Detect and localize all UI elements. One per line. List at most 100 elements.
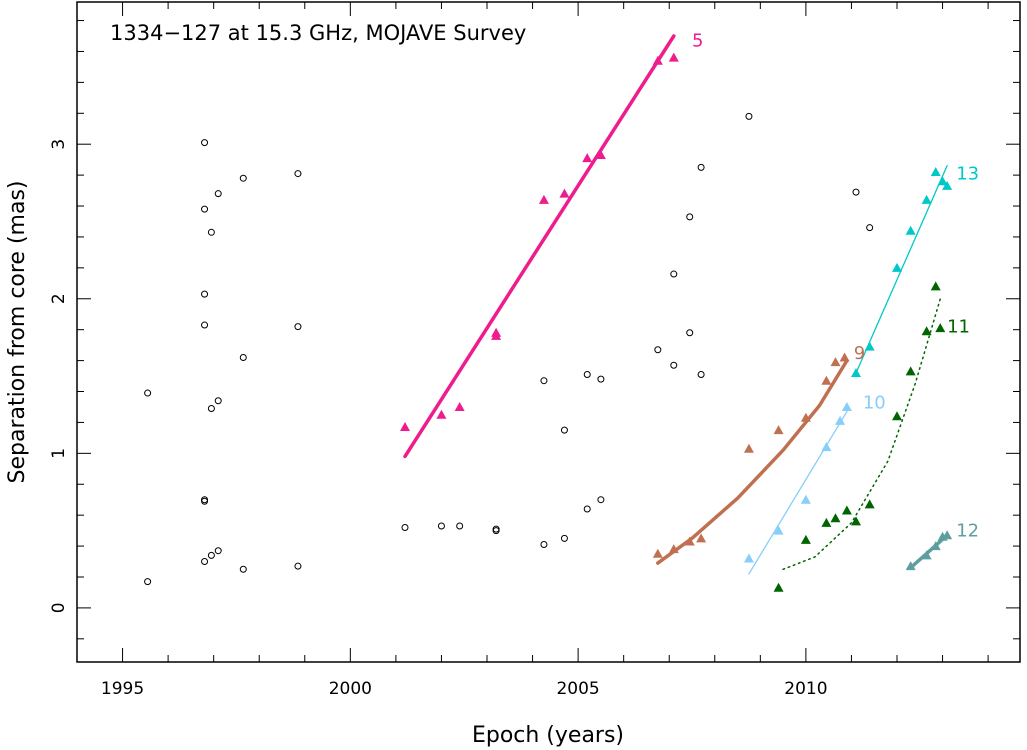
fit-line-11 <box>782 298 942 571</box>
series-5-point <box>582 153 593 163</box>
series-13-point <box>937 176 948 186</box>
x-tick-label: 2005 <box>556 679 599 699</box>
series-9-point <box>743 443 754 453</box>
fit-line-5 <box>403 34 676 459</box>
series-label-11: 11 <box>947 317 970 338</box>
series-11-point <box>800 534 811 544</box>
series-9-point <box>696 533 707 543</box>
series-label-5: 5 <box>692 31 703 52</box>
series-9-point <box>773 425 784 435</box>
series-13-point <box>942 180 953 190</box>
unassigned-point <box>294 323 302 331</box>
unassigned-point <box>214 547 222 555</box>
series-5-point <box>436 409 447 419</box>
unassigned-point <box>201 290 209 298</box>
series-5-point <box>538 194 549 204</box>
series-11-point <box>773 582 784 592</box>
unassigned-point <box>866 224 874 232</box>
series-label-12: 12 <box>956 521 979 542</box>
unassigned-point <box>697 371 705 379</box>
unassigned-point <box>214 190 222 198</box>
unassigned-point <box>540 541 548 549</box>
series-5-point <box>454 401 465 411</box>
unassigned-point <box>144 578 152 586</box>
unassigned-point <box>686 213 694 221</box>
series-10-point <box>800 494 811 504</box>
unassigned-point <box>214 397 222 405</box>
x-tick-label: 2000 <box>329 679 372 699</box>
unassigned-point <box>201 139 209 147</box>
series-9-point <box>839 352 850 362</box>
series-11-point <box>935 323 946 333</box>
y-tick-label: 3 <box>49 139 69 150</box>
unassigned-point <box>201 321 209 329</box>
unassigned-point <box>207 228 215 236</box>
series-12-point <box>921 550 932 560</box>
y-axis-label: Separation from core (mas) <box>5 181 30 484</box>
unassigned-point <box>239 354 247 362</box>
y-tick-label: 0 <box>49 602 69 613</box>
series-9-point <box>684 536 695 546</box>
series-11-point <box>892 411 902 421</box>
series-13-point <box>892 262 902 272</box>
series-9-point <box>652 548 663 558</box>
series-9-point <box>668 544 679 554</box>
x-tick-label: 2010 <box>784 679 827 699</box>
series-11-point <box>930 281 941 291</box>
unassigned-point <box>560 426 568 434</box>
unassigned-point <box>597 375 605 383</box>
series-5-point <box>595 150 606 160</box>
unassigned-point <box>560 534 568 542</box>
fit-line-13 <box>855 165 948 374</box>
series-label-10: 10 <box>863 392 886 413</box>
fit-line-10 <box>748 410 848 575</box>
series-11-point <box>841 505 852 515</box>
plot-frame <box>76 1 1021 663</box>
series-5-point <box>400 422 410 432</box>
unassigned-point <box>239 174 247 182</box>
series-13-point <box>851 367 861 377</box>
series-12-point <box>942 530 953 540</box>
series-9-point <box>800 412 811 422</box>
unassigned-point <box>540 377 548 385</box>
y-tick-label: 2 <box>49 293 69 304</box>
series-5-point <box>668 52 679 62</box>
unassigned-point <box>492 527 500 535</box>
series-11-point <box>830 513 841 523</box>
series-10-point <box>821 442 832 452</box>
x-axis-label: Epoch (years) <box>472 723 624 748</box>
data-points <box>144 52 953 592</box>
unassigned-point <box>456 522 464 530</box>
series-11-point <box>864 499 875 509</box>
series-labels: 5 9 10 11 12 13 <box>692 31 979 542</box>
unassigned-point <box>437 522 445 530</box>
series-11-point <box>851 516 861 526</box>
series-10-point <box>743 553 754 563</box>
series-5-point <box>491 330 502 340</box>
unassigned-point <box>583 371 591 379</box>
unassigned-point <box>670 270 678 278</box>
series-12-point <box>905 561 916 571</box>
series-11-point <box>921 326 932 336</box>
series-10-point <box>841 401 852 411</box>
y-tick-label: 1 <box>49 448 69 459</box>
series-10-point <box>773 525 784 535</box>
unassigned-point <box>852 188 860 196</box>
x-tick-label: 1995 <box>101 679 144 699</box>
unassigned-point <box>239 565 247 573</box>
series-13-point <box>921 194 932 204</box>
series-13-point <box>864 341 875 351</box>
unassigned-point <box>597 496 605 504</box>
unassigned-point <box>201 205 209 213</box>
series-13-point <box>905 225 916 235</box>
series-11-point <box>821 517 832 527</box>
unassigned-point <box>745 112 753 120</box>
series-label-9: 9 <box>854 343 865 364</box>
fit-line-9 <box>656 358 849 565</box>
unassigned-point <box>670 361 678 369</box>
unassigned-point <box>207 405 215 413</box>
series-label-13: 13 <box>956 164 979 185</box>
unassigned-point <box>686 329 694 337</box>
unassigned-point <box>583 505 591 513</box>
